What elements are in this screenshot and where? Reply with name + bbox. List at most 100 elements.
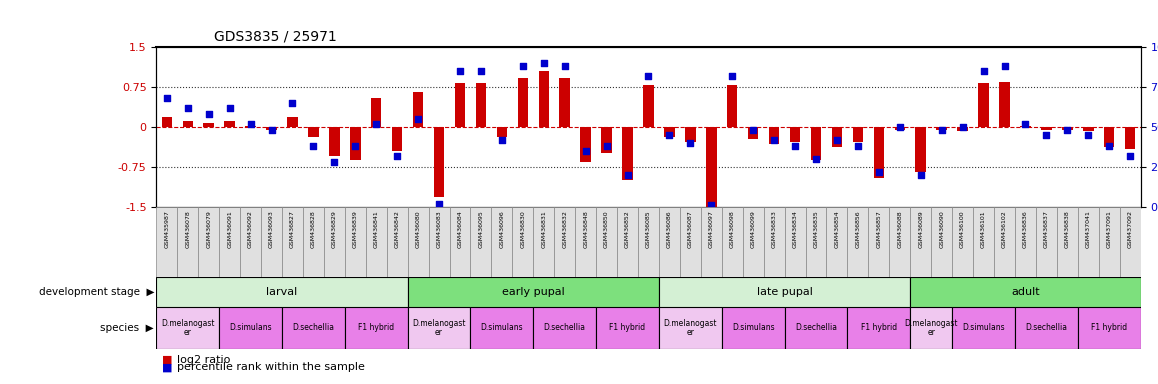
Bar xyxy=(785,207,806,277)
Bar xyxy=(659,207,680,277)
Text: D.sechellia: D.sechellia xyxy=(293,323,335,333)
Point xyxy=(1121,153,1139,159)
Point xyxy=(199,111,218,117)
Text: GDS3835 / 25971: GDS3835 / 25971 xyxy=(214,29,337,43)
Text: GSM436829: GSM436829 xyxy=(332,210,337,248)
Text: GSM436083: GSM436083 xyxy=(437,210,441,248)
Point xyxy=(471,68,490,74)
Point xyxy=(1100,143,1119,149)
Point xyxy=(1058,127,1077,133)
Bar xyxy=(665,127,675,137)
Bar xyxy=(1083,127,1093,131)
Point xyxy=(388,153,406,159)
Point xyxy=(535,60,554,66)
Bar xyxy=(345,307,408,349)
Point xyxy=(974,68,992,74)
Bar xyxy=(156,207,177,277)
Text: GSM436099: GSM436099 xyxy=(750,210,756,248)
Bar xyxy=(596,307,659,349)
Text: D.melanogast
er: D.melanogast er xyxy=(412,319,466,338)
Bar xyxy=(769,127,779,144)
Bar xyxy=(889,207,910,277)
Text: GSM436093: GSM436093 xyxy=(269,210,274,248)
Bar xyxy=(261,207,283,277)
Text: GSM436836: GSM436836 xyxy=(1023,210,1028,248)
Bar xyxy=(910,277,1141,307)
Bar xyxy=(973,207,994,277)
Bar xyxy=(701,207,721,277)
Bar xyxy=(518,78,528,127)
Bar xyxy=(580,127,591,162)
Point xyxy=(932,127,951,133)
Point xyxy=(743,127,762,133)
Text: GSM437041: GSM437041 xyxy=(1086,210,1091,248)
Bar xyxy=(391,127,402,151)
Bar xyxy=(868,207,889,277)
Point xyxy=(681,140,699,146)
Text: F1 hybrid: F1 hybrid xyxy=(609,323,646,333)
Text: GSM436080: GSM436080 xyxy=(416,210,420,248)
Bar xyxy=(811,127,821,160)
Text: F1 hybrid: F1 hybrid xyxy=(860,323,897,333)
Bar xyxy=(559,78,570,127)
Text: late pupal: late pupal xyxy=(756,287,813,297)
Point xyxy=(786,143,805,149)
Bar xyxy=(219,307,283,349)
Point xyxy=(409,116,427,122)
Text: GSM436857: GSM436857 xyxy=(877,210,881,248)
Point xyxy=(891,124,909,130)
Bar xyxy=(1120,207,1141,277)
Text: GSM436084: GSM436084 xyxy=(457,210,462,248)
Bar xyxy=(659,277,910,307)
Bar xyxy=(806,207,827,277)
Text: GSM436837: GSM436837 xyxy=(1043,210,1049,248)
Bar xyxy=(345,207,366,277)
Bar xyxy=(979,83,989,127)
Bar xyxy=(916,127,926,172)
Text: GSM436832: GSM436832 xyxy=(563,210,567,248)
Text: GSM436090: GSM436090 xyxy=(939,210,944,248)
Bar xyxy=(534,207,555,277)
Text: GSM436098: GSM436098 xyxy=(730,210,734,248)
Text: larval: larval xyxy=(266,287,298,297)
Bar xyxy=(287,118,298,127)
Text: GSM436827: GSM436827 xyxy=(290,210,295,248)
Bar xyxy=(329,127,339,156)
Bar xyxy=(706,127,717,210)
Bar xyxy=(576,207,596,277)
Bar xyxy=(538,71,549,127)
Bar xyxy=(958,127,968,131)
Bar xyxy=(785,307,848,349)
Bar xyxy=(534,307,596,349)
Text: GSM437092: GSM437092 xyxy=(1128,210,1133,248)
Bar xyxy=(225,121,235,127)
Point xyxy=(870,169,888,175)
Bar xyxy=(952,207,973,277)
Text: GSM436087: GSM436087 xyxy=(688,210,692,248)
Bar xyxy=(512,207,534,277)
Bar xyxy=(1014,307,1078,349)
Bar xyxy=(1014,207,1036,277)
Point xyxy=(723,73,741,79)
Bar xyxy=(449,207,470,277)
Point xyxy=(995,63,1013,69)
Text: GSM436095: GSM436095 xyxy=(478,210,483,248)
Bar xyxy=(283,207,303,277)
Bar xyxy=(204,123,214,127)
Point xyxy=(1017,121,1035,127)
Text: D.simulans: D.simulans xyxy=(962,323,1005,333)
Bar xyxy=(183,121,193,127)
Point xyxy=(220,105,239,111)
Bar xyxy=(387,207,408,277)
Bar xyxy=(303,207,324,277)
Text: GSM436097: GSM436097 xyxy=(709,210,713,248)
Text: GSM436096: GSM436096 xyxy=(499,210,505,248)
Text: GSM436835: GSM436835 xyxy=(814,210,819,248)
Bar xyxy=(245,126,256,127)
Bar xyxy=(643,85,654,127)
Point xyxy=(367,121,386,127)
Text: D.simulans: D.simulans xyxy=(481,323,523,333)
Bar xyxy=(1078,307,1141,349)
Point xyxy=(450,68,469,74)
Point xyxy=(702,202,720,209)
